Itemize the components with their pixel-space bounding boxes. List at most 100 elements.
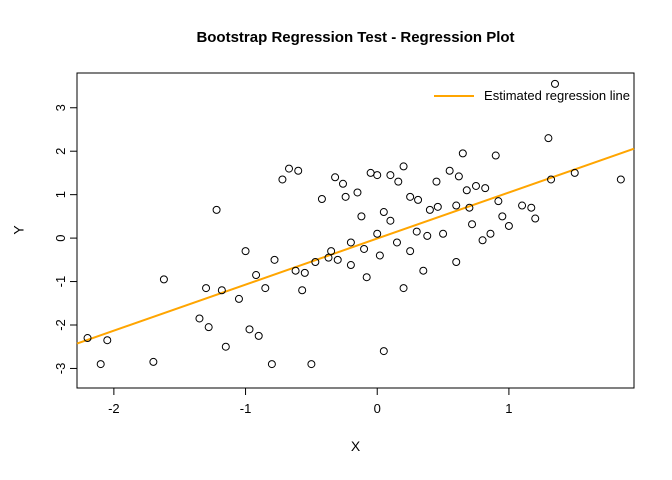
scatter-point bbox=[494, 197, 503, 206]
y-tick-label: -2 bbox=[53, 319, 68, 331]
legend-line-swatch bbox=[434, 94, 475, 97]
scatter-point bbox=[278, 175, 287, 184]
scatter-point bbox=[221, 342, 230, 351]
y-tick-label: 0 bbox=[53, 234, 68, 241]
scatter-point bbox=[478, 236, 487, 245]
scatter-point bbox=[406, 192, 415, 201]
scatter-point bbox=[327, 247, 336, 256]
x-tick-label: 1 bbox=[505, 401, 512, 416]
scatter-point bbox=[550, 79, 559, 88]
scatter-point bbox=[149, 357, 158, 366]
y-tick-label: 2 bbox=[53, 148, 68, 155]
scatter-point bbox=[300, 268, 309, 277]
scatter-point bbox=[331, 173, 340, 182]
scatter-point bbox=[445, 166, 454, 175]
scatter-point bbox=[433, 202, 442, 211]
scatter-point bbox=[544, 134, 553, 143]
x-axis-label: X bbox=[350, 438, 361, 454]
scatter-point bbox=[360, 244, 369, 253]
scatter-point bbox=[481, 184, 490, 193]
scatter-point bbox=[291, 266, 300, 275]
scatter-point bbox=[423, 231, 432, 240]
x-tick-label: -1 bbox=[240, 401, 252, 416]
x-tick-label: 0 bbox=[374, 401, 381, 416]
scatter-point bbox=[570, 168, 579, 177]
scatter-point bbox=[204, 323, 213, 332]
scatter-point bbox=[379, 347, 388, 356]
scatter-point bbox=[366, 168, 375, 177]
scatter-point bbox=[324, 253, 333, 262]
scatter-point bbox=[346, 261, 355, 270]
scatter-point bbox=[298, 286, 307, 295]
scatter-point bbox=[270, 255, 279, 264]
scatter-point bbox=[386, 171, 395, 180]
scatter-point bbox=[357, 212, 366, 221]
scatter-point bbox=[518, 201, 527, 210]
y-tick-label: -1 bbox=[53, 276, 68, 288]
y-tick-label: 3 bbox=[53, 104, 68, 111]
scatter-point bbox=[386, 216, 395, 225]
scatter-point bbox=[414, 195, 423, 204]
scatter-point bbox=[375, 251, 384, 260]
scatter-point bbox=[527, 203, 536, 212]
scatter-point bbox=[616, 175, 625, 184]
scatter-point bbox=[267, 360, 276, 369]
scatter-point bbox=[504, 221, 513, 230]
scatter-point bbox=[234, 294, 243, 303]
scatter-point bbox=[307, 360, 316, 369]
scatter-point bbox=[252, 271, 261, 280]
scatter-point bbox=[452, 258, 461, 266]
legend-label: Estimated regression line bbox=[484, 88, 630, 103]
scatter-point bbox=[245, 325, 254, 334]
scatter-point bbox=[452, 201, 461, 210]
scatter-point bbox=[425, 205, 434, 214]
scatter-point bbox=[103, 336, 112, 345]
scatter-point bbox=[311, 258, 320, 266]
plot-box bbox=[76, 72, 635, 389]
scatter-point bbox=[454, 172, 463, 181]
scatter-point bbox=[159, 275, 168, 284]
scatter-point bbox=[486, 229, 495, 238]
x-tick-label: -2 bbox=[108, 401, 120, 416]
scatter-point bbox=[373, 171, 382, 180]
scatter-point bbox=[419, 266, 428, 275]
scatter-point bbox=[439, 229, 448, 238]
scatter-point bbox=[346, 238, 355, 247]
scatter-point bbox=[362, 273, 371, 282]
scatter-point bbox=[338, 179, 347, 188]
scatter-point bbox=[392, 238, 401, 247]
y-tick-label: -3 bbox=[53, 363, 68, 375]
scatter-point bbox=[241, 247, 250, 256]
scatter-point bbox=[406, 247, 415, 256]
scatter-point bbox=[285, 164, 294, 173]
regression-line bbox=[76, 147, 635, 345]
scatter-point bbox=[202, 284, 211, 293]
scatter-point bbox=[373, 229, 382, 238]
scatter-point bbox=[353, 188, 362, 197]
scatter-point bbox=[412, 227, 421, 236]
scatter-point bbox=[333, 255, 342, 264]
scatter-point bbox=[254, 331, 263, 340]
scatter-point bbox=[468, 220, 477, 229]
scatter-point bbox=[217, 286, 226, 295]
scatter-point bbox=[458, 149, 467, 158]
scatter-point bbox=[83, 334, 92, 343]
scatter-point bbox=[399, 162, 408, 171]
scatter-point bbox=[462, 186, 471, 195]
y-tick-label: 1 bbox=[53, 191, 68, 198]
scatter-point bbox=[491, 151, 500, 160]
scatter-point bbox=[195, 314, 204, 323]
legend: Estimated regression line bbox=[434, 88, 630, 103]
scatter-point bbox=[547, 175, 556, 184]
scatter-point bbox=[394, 177, 403, 186]
scatter-point bbox=[341, 192, 350, 201]
scatter-point bbox=[399, 284, 408, 293]
chart-title: Bootstrap Regression Test - Regression P… bbox=[196, 29, 515, 46]
scatter-point bbox=[96, 360, 105, 369]
scatter-point bbox=[261, 284, 270, 293]
scatter-point bbox=[498, 212, 507, 221]
scatter-point bbox=[432, 177, 441, 186]
scatter-point bbox=[294, 166, 303, 175]
